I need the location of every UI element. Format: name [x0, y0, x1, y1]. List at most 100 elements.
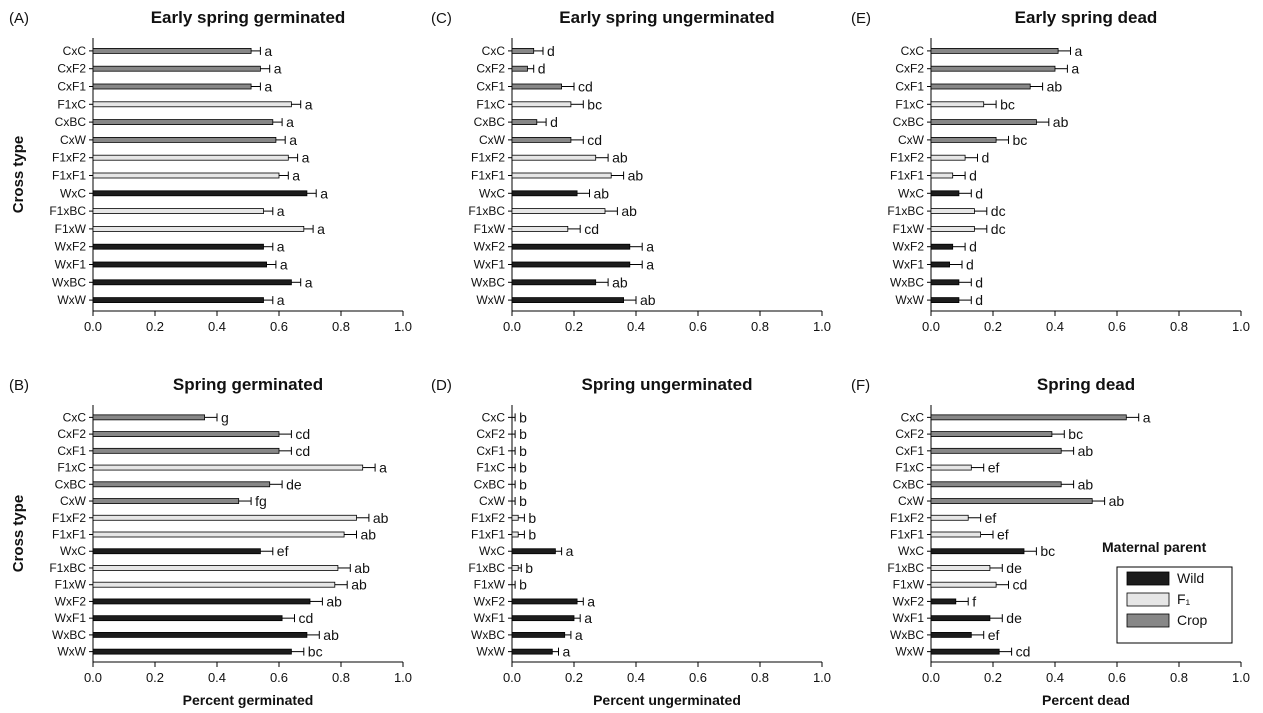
significance-letter: d	[966, 257, 974, 273]
significance-letter: cd	[578, 79, 593, 95]
category-label: CxBC	[474, 477, 506, 491]
category-label: CxW	[898, 494, 925, 508]
significance-letter: d	[975, 292, 983, 308]
bar	[92, 514, 357, 521]
significance-letter: d	[975, 185, 983, 201]
bar	[92, 65, 261, 72]
significance-letter: a	[646, 239, 654, 255]
category-label: WxF1	[474, 258, 506, 272]
category-label: WxF1	[55, 258, 87, 272]
bar	[511, 632, 566, 638]
bar	[92, 297, 264, 304]
significance-letter: de	[1006, 610, 1022, 626]
bar	[92, 548, 261, 555]
category-label: WxBC	[890, 628, 924, 642]
category-label: F1xW	[893, 578, 925, 592]
significance-letter: ef	[277, 543, 289, 559]
panel-label: (E)	[851, 10, 871, 27]
category-label: F1xBC	[887, 204, 924, 218]
significance-letter: b	[519, 426, 527, 442]
category-label: F1xF2	[52, 151, 86, 165]
x-tick-label: 0.0	[922, 319, 940, 334]
category-label: CxF1	[476, 80, 505, 94]
bar	[930, 598, 957, 605]
significance-letter: ab	[373, 510, 389, 526]
panel-label: (D)	[431, 377, 452, 394]
significance-letter: cd	[1013, 577, 1028, 593]
significance-letter: a	[575, 627, 583, 643]
panel-label: (B)	[9, 377, 29, 394]
category-label: CxF2	[895, 62, 924, 76]
significance-letter: d	[538, 61, 546, 77]
category-label: WxC	[60, 544, 86, 558]
significance-letter: b	[519, 476, 527, 492]
panel-title: Spring germinated	[173, 375, 323, 394]
significance-letter: ef	[988, 627, 1000, 643]
category-label: CxF2	[476, 62, 505, 76]
category-label: WxBC	[890, 275, 924, 289]
bar	[92, 101, 292, 108]
x-tick-label: 0.8	[1170, 319, 1188, 334]
bar	[511, 565, 519, 571]
category-label: CxW	[479, 494, 506, 508]
bar	[930, 464, 972, 471]
significance-letter: a	[646, 257, 654, 273]
category-label: F1xF1	[52, 169, 86, 183]
category-label: CxW	[479, 133, 506, 147]
category-label: F1xF2	[471, 511, 505, 525]
x-tick-label: 0.4	[627, 319, 645, 334]
bar	[511, 65, 528, 72]
significance-letter: bc	[1013, 132, 1028, 148]
category-label: WxBC	[52, 628, 86, 642]
bar	[92, 48, 252, 54]
x-tick-label: 0.8	[332, 670, 350, 685]
significance-letter: a	[292, 168, 300, 184]
bar	[92, 598, 311, 605]
category-label: WxBC	[471, 628, 505, 642]
x-tick-label: 0.0	[503, 670, 521, 685]
bar	[511, 648, 553, 655]
category-label: WxF2	[893, 594, 925, 608]
category-label: CxBC	[474, 115, 506, 129]
bar	[92, 565, 339, 571]
category-label: CxBC	[893, 477, 925, 491]
bar	[92, 481, 271, 488]
significance-letter: a	[274, 61, 282, 77]
significance-letter: a	[277, 239, 285, 255]
category-label: CxF1	[57, 444, 86, 458]
significance-letter: ab	[612, 274, 628, 290]
bar	[92, 172, 280, 179]
significance-letter: ab	[361, 527, 377, 543]
significance-letter: a	[264, 79, 272, 95]
x-tick-label: 0.4	[1046, 670, 1064, 685]
bar	[930, 208, 975, 215]
category-label: F1xBC	[468, 204, 505, 218]
bar	[92, 208, 264, 215]
significance-letter: a	[277, 292, 285, 308]
category-label: WxF2	[474, 240, 506, 254]
significance-letter: de	[1006, 560, 1022, 576]
bar	[511, 119, 538, 125]
category-label: WxF1	[55, 611, 87, 625]
significance-letter: ab	[621, 203, 637, 219]
bar	[930, 154, 966, 161]
panel-d: (D) Spring ungerminated 0.0 0.2 0.4 0.6 0.8 1.0…	[431, 375, 831, 708]
significance-letter: a	[264, 43, 272, 59]
bar	[511, 279, 597, 286]
category-label: F1xF1	[471, 169, 505, 183]
panel-title: Spring dead	[1037, 375, 1135, 394]
bar	[930, 279, 960, 286]
significance-letter: a	[566, 543, 574, 559]
significance-letter: dc	[991, 203, 1006, 219]
category-label: CxC	[482, 44, 506, 58]
significance-letter: cd	[587, 132, 602, 148]
bar	[511, 208, 606, 215]
bar	[92, 243, 264, 250]
y-axis-label: Cross type	[10, 495, 27, 573]
category-label: F1xF2	[52, 511, 86, 525]
significance-letter: de	[286, 476, 302, 492]
bar	[511, 531, 519, 538]
category-label: CxBC	[55, 115, 87, 129]
significance-letter: ab	[351, 577, 367, 593]
significance-letter: b	[519, 443, 527, 459]
